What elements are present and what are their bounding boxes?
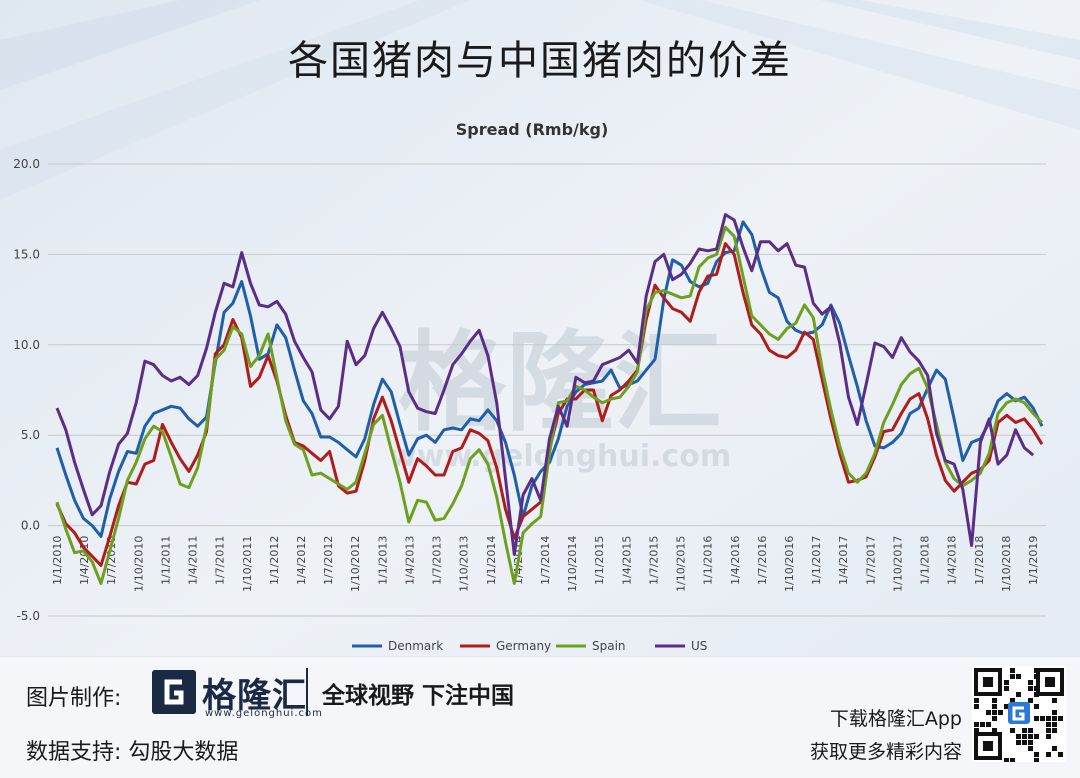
x-tick-label: 1/7/2011 [214,536,227,585]
legend-label-us: US [691,639,707,653]
y-tick-label: -5.0 [17,609,40,623]
x-tick-label: 1/1/2016 [702,536,715,585]
x-tick-label: 1/7/2010 [105,536,118,585]
x-tick-label: 1/10/2011 [241,536,254,592]
download-app-text: 下载格隆汇App [829,708,962,730]
x-tick-label: 1/4/2018 [946,536,959,585]
x-tick-label: 1/7/2018 [973,536,986,585]
x-tick-label: 1/1/2017 [810,536,823,585]
x-tick-label: 1/4/2011 [187,536,200,585]
x-tick-label: 1/10/2013 [458,536,471,592]
x-tick-label: 1/1/2011 [159,536,172,585]
x-tick-label: 1/7/2016 [756,536,769,585]
brand-name: 格隆汇 [202,676,307,716]
x-axis-ticks: 1/1/2010 1/4/2010 1/7/2010 1/10/2010 1/1/201… [51,536,1040,592]
y-tick-label: 0.0 [21,519,40,533]
watermark-url: www.gelonghui.com [389,439,731,474]
y-tick-label: 15.0 [13,247,40,261]
x-tick-label: 1/7/2014 [539,536,552,585]
legend: Denmark Germany Spain US [352,639,707,653]
legend-label-denmark: Denmark [388,639,443,653]
x-tick-label: 1/7/2017 [864,536,877,585]
spread-line-chart: Spread (Rmb/kg) 格隆汇 www.gelonghui.com 20… [13,120,1046,653]
x-tick-label: 1/1/2013 [376,536,389,585]
y-tick-label: 10.0 [13,338,40,352]
y-tick-label: 5.0 [21,428,40,442]
x-tick-label: 1/4/2015 [620,536,633,585]
x-tick-label: 1/1/2018 [919,536,932,585]
watermark-text: 格隆汇 [398,321,722,446]
x-tick-label: 1/7/2015 [647,536,660,585]
made-by-label: 图片制作: [26,686,122,711]
series-line-us [55,213,1035,556]
x-tick-label: 1/10/2017 [891,536,904,592]
x-tick-label: 1/1/2010 [51,536,64,585]
x-tick-label: 1/4/2013 [403,536,416,585]
x-tick-label: 1/10/2016 [783,536,796,592]
x-tick-label: 1/1/2014 [485,536,498,585]
slogan: 全球视野 下注中国 [322,683,515,709]
x-tick-label: 1/10/2010 [132,536,145,592]
legend-label-spain: Spain [592,639,626,653]
x-tick-label: 1/4/2017 [837,536,850,585]
x-tick-label: 1/10/2012 [349,536,362,592]
brand-url: www.gelonghui.com [205,708,323,719]
x-tick-label: 1/4/2010 [78,536,91,585]
more-content-text: 获取更多精彩内容 [809,741,962,763]
page-title: 各国猪肉与中国猪肉的价差 [288,38,792,84]
footer-divider [306,668,308,716]
series-line-spain [55,225,1044,585]
x-tick-label: 1/10/2015 [675,536,688,592]
x-tick-label: 1/4/2016 [729,536,742,585]
gelonghui-logo-icon [152,670,196,714]
x-tick-label: 1/10/2014 [566,536,579,592]
x-tick-label: 1/4/2012 [295,536,308,585]
chart-title: Spread (Rmb/kg) [456,120,609,139]
x-tick-label: 1/7/2013 [431,536,444,585]
x-tick-label: 1/10/2018 [1000,536,1013,592]
data-support-label: 数据支持: 勾股大数据 [26,740,239,765]
x-tick-label: 1/7/2012 [322,536,335,585]
qr-code-icon[interactable] [972,666,1066,762]
legend-label-germany: Germany [496,639,551,653]
y-axis-ticks: 20.0 15.0 10.0 5.0 0.0 -5.0 [13,157,40,623]
grid-lines [48,163,1046,617]
x-tick-label: 1/1/2015 [593,536,606,585]
x-tick-label: 1/1/2019 [1027,536,1040,585]
y-tick-label: 20.0 [13,157,40,171]
watermark: 格隆汇 www.gelonghui.com [389,321,731,474]
x-tick-label: 1/1/2012 [268,536,281,585]
series-lines [55,213,1044,585]
